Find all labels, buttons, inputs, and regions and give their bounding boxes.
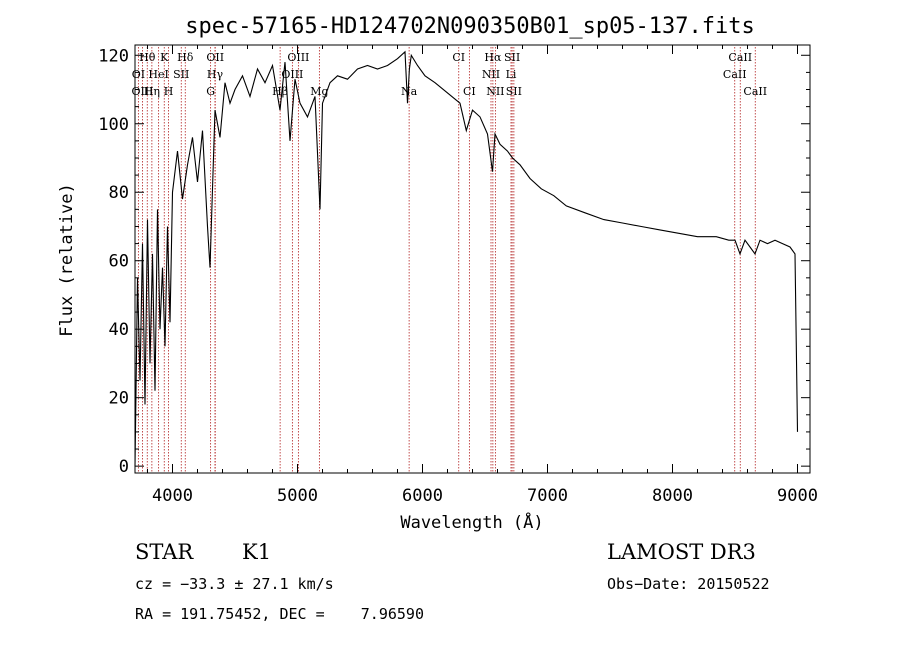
observation-date: Obs−Date: 20150522 xyxy=(607,575,770,593)
spectral-line-label: Hα xyxy=(484,51,502,64)
y-tick-label: 60 xyxy=(109,252,129,272)
y-tick-label: 100 xyxy=(98,115,129,135)
spectral-line-label: CaII xyxy=(723,68,747,81)
x-tick-label: 4000 xyxy=(152,486,193,506)
flux-curve xyxy=(134,50,799,467)
y-tick-label: 20 xyxy=(109,389,129,409)
spectral-line-label: Li xyxy=(506,68,517,81)
x-tick-label: 6000 xyxy=(402,486,443,506)
spectral-line-label: SII xyxy=(504,51,520,64)
spectral-line-label: NII xyxy=(482,68,500,81)
spectral-line-label: CaII xyxy=(728,51,752,64)
spectral-line-label: Na xyxy=(401,85,418,98)
spectral-line-label: OIII xyxy=(131,85,153,98)
spectral-line-label: OI xyxy=(132,68,145,81)
spectral-line-label: SII xyxy=(173,68,189,81)
spectral-line-label: Hβ xyxy=(272,85,288,98)
spectral-line-label: Hγ xyxy=(207,68,224,81)
y-tick-label: 80 xyxy=(109,183,129,203)
x-axis-ticks: 4000 5000 6000 7000 8000 9000 xyxy=(147,45,818,506)
spectral-line-label: Hη xyxy=(144,85,160,98)
object-type: STAR xyxy=(135,540,194,564)
spectral-line-label: K xyxy=(160,51,169,64)
x-axis-label: Wavelength (Å) xyxy=(400,511,543,533)
spectral-line-label: H xyxy=(164,85,174,98)
spectral-line-markers xyxy=(137,47,756,473)
spectral-line-label: G xyxy=(206,85,215,98)
spectral-subclass: K1 xyxy=(242,540,271,564)
chart-title: spec-57165-HD124702N090350B01_sp05-137.f… xyxy=(185,14,755,39)
spectral-line-label: Mg xyxy=(310,85,328,98)
redshift-readout: cz = −33.3 ± 27.1 km/s xyxy=(135,575,334,593)
spectral-line-label: Hδ xyxy=(177,51,194,64)
y-axis-label: Flux (relative) xyxy=(57,183,77,337)
coordinates-readout: RA = 191.75452, DEC = 7.96590 xyxy=(135,605,424,623)
spectral-line-label: OIII xyxy=(287,51,309,64)
y-tick-label: 0 xyxy=(119,457,129,477)
spectral-line-label: CI xyxy=(452,51,465,64)
spectral-line-label: CI xyxy=(463,85,476,98)
survey-name: LAMOST DR3 xyxy=(607,540,756,564)
spectral-line-label: Hθ xyxy=(139,51,156,64)
y-tick-label: 40 xyxy=(109,320,129,340)
y-axis-ticks: 0 20 40 60 80 100 120 xyxy=(98,46,810,477)
x-tick-label: 7000 xyxy=(527,486,568,506)
spectral-line-label: SII xyxy=(506,85,522,98)
x-tick-label: 8000 xyxy=(652,486,693,506)
plot-frame xyxy=(134,44,811,474)
spectral-line-label: CaII xyxy=(743,85,767,98)
spectral-line-label: OII xyxy=(206,51,224,64)
spectral-line-label: NII xyxy=(486,85,504,98)
spectral-line-label: HeI xyxy=(148,68,168,81)
x-tick-label: 5000 xyxy=(277,486,318,506)
spectral-line-label: OIII xyxy=(281,68,303,81)
x-tick-label: 9000 xyxy=(777,486,818,506)
y-tick-label: 120 xyxy=(98,46,129,66)
